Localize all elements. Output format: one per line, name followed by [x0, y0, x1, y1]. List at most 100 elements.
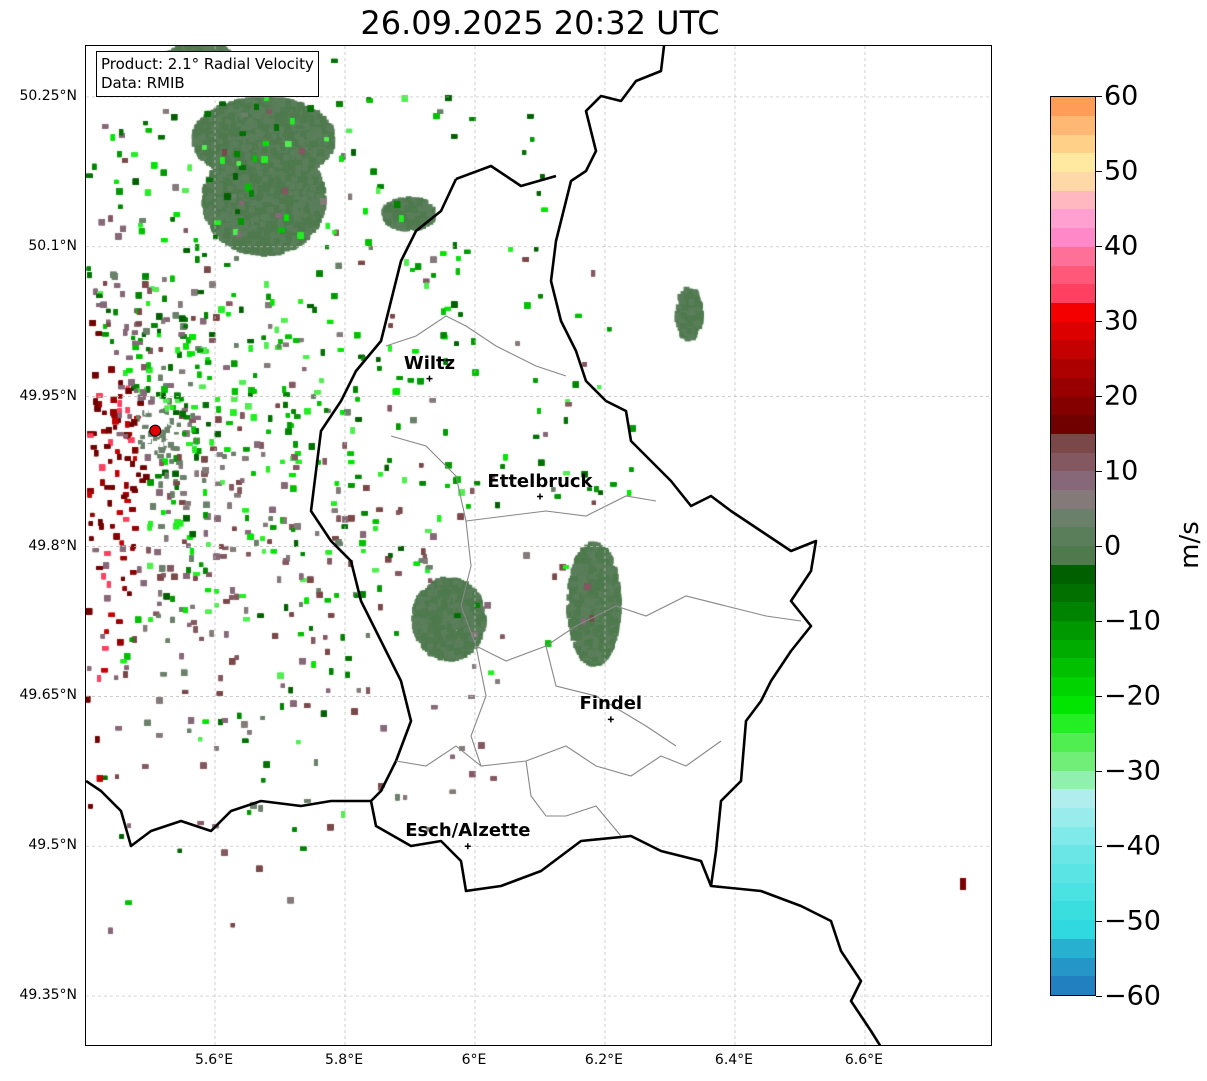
lat-tick-label: 49.65°N — [19, 687, 77, 704]
city-marker-icon — [426, 375, 433, 382]
colorbar-tick-label: 40 — [1104, 230, 1139, 262]
legend-product: Product: 2.1° Radial Velocity — [101, 55, 314, 73]
colorbar-segment — [1051, 471, 1095, 491]
radar-site-marker — [149, 424, 162, 437]
colorbar-segment — [1051, 882, 1095, 902]
lat-tick-label: 50.25°N — [19, 87, 77, 104]
lat-tick-label: 49.5°N — [28, 837, 77, 854]
colorbar-segment — [1051, 415, 1095, 434]
city-label: Ettelbruck — [487, 470, 593, 492]
commune-border — [470, 645, 722, 777]
map-title: 26.09.2025 20:32 UTC — [360, 4, 720, 42]
colorbar-segment — [1051, 228, 1095, 247]
colorbar-tick — [1096, 171, 1102, 172]
map-overlay — [86, 46, 991, 1045]
colorbar-segment — [1051, 826, 1095, 846]
commune-border — [545, 645, 677, 747]
colorbar-segment — [1051, 508, 1095, 528]
country-border — [549, 46, 882, 1045]
lon-tick-label: 6.2°E — [584, 1052, 624, 1068]
commune-border — [395, 745, 482, 767]
colorbar-segment — [1051, 527, 1095, 547]
colorbar-segment — [1051, 302, 1095, 322]
colorbar-tick-label: −20 — [1104, 680, 1161, 712]
colorbar-segment — [1051, 190, 1095, 210]
colorbar-tick — [1096, 321, 1102, 322]
colorbar-segment — [1051, 452, 1095, 472]
colorbar-segment — [1051, 433, 1095, 453]
colorbar-segment — [1051, 620, 1095, 640]
colorbar-tick-label: −50 — [1104, 905, 1161, 937]
city-label: Esch/Alzette — [405, 820, 531, 842]
colorbar-tick — [1096, 471, 1102, 472]
country-border — [369, 800, 713, 893]
lon-tick-label: 6°E — [461, 1052, 487, 1068]
colorbar-segment — [1051, 153, 1095, 173]
city-label: Findel — [579, 693, 643, 715]
colorbar-segment — [1051, 807, 1095, 827]
colorbar-segment — [1051, 265, 1095, 285]
colorbar-tick — [1096, 96, 1102, 97]
colorbar-tick-label: 60 — [1104, 80, 1139, 112]
country-border — [86, 779, 371, 848]
colorbar-tick — [1096, 771, 1102, 772]
colorbar-tick — [1096, 696, 1102, 697]
lat-tick-label: 49.95°N — [19, 387, 77, 404]
colorbar-tick — [1096, 246, 1102, 247]
colorbar-segment — [1051, 602, 1095, 621]
lat-tick-label: 50.1°N — [28, 237, 77, 254]
colorbar-tick — [1096, 396, 1102, 397]
commune-border — [390, 435, 657, 522]
colorbar-tick-label: 0 — [1104, 530, 1122, 562]
colorbar — [1050, 96, 1096, 996]
country-border — [309, 178, 458, 802]
commune-border — [525, 760, 622, 837]
colorbar-segment — [1051, 340, 1095, 360]
commune-border — [385, 315, 567, 377]
colorbar-segment — [1051, 209, 1095, 229]
colorbar-tick-label: −10 — [1104, 605, 1161, 637]
colorbar-segment — [1051, 172, 1095, 191]
colorbar-segment — [1051, 658, 1095, 678]
product-legend: Product: 2.1° Radial Velocity Data: RMIB — [96, 51, 319, 97]
colorbar-label: m/s — [1174, 521, 1205, 569]
city-marker-icon — [607, 716, 614, 723]
lon-tick-label: 5.6°E — [194, 1052, 234, 1068]
colorbar-segment — [1051, 677, 1095, 696]
lon-tick-label: 6.6°E — [844, 1052, 884, 1068]
colorbar-segment — [1051, 845, 1095, 865]
map-axes[interactable]: Product: 2.1° Radial Velocity Data: RMIB… — [85, 45, 992, 1046]
colorbar-segment — [1051, 976, 1095, 995]
city-marker-icon — [464, 843, 471, 850]
colorbar-segment — [1051, 770, 1095, 790]
colorbar-segment — [1051, 359, 1095, 378]
colorbar-segment — [1051, 733, 1095, 752]
colorbar-segment — [1051, 583, 1095, 603]
colorbar-tick-label: −40 — [1104, 830, 1161, 862]
country-border — [455, 164, 557, 188]
legend-source: Data: RMIB — [101, 74, 185, 92]
lon-tick-label: 6.4°E — [714, 1052, 754, 1068]
colorbar-segment — [1051, 377, 1095, 397]
colorbar-segment — [1051, 920, 1095, 939]
colorbar-segment — [1051, 695, 1095, 715]
colorbar-segment — [1051, 284, 1095, 303]
lat-tick-label: 49.8°N — [28, 537, 77, 554]
colorbar-tick — [1096, 621, 1102, 622]
colorbar-tick-label: −60 — [1104, 980, 1161, 1012]
colorbar-segment — [1051, 490, 1095, 509]
colorbar-segment — [1051, 938, 1095, 958]
colorbar-segment — [1051, 246, 1095, 266]
colorbar-tick — [1096, 996, 1102, 997]
colorbar-segment — [1051, 639, 1095, 659]
colorbar-segment — [1051, 546, 1095, 565]
colorbar-segment — [1051, 864, 1095, 883]
colorbar-segment — [1051, 134, 1095, 154]
colorbar-segment — [1051, 714, 1095, 734]
colorbar-tick-label: 30 — [1104, 305, 1139, 337]
colorbar-segment — [1051, 97, 1095, 116]
lon-tick-label: 5.8°E — [324, 1052, 364, 1068]
colorbar-segment — [1051, 115, 1095, 135]
city-label: Wiltz — [403, 352, 456, 374]
city-marker-icon — [536, 493, 543, 500]
